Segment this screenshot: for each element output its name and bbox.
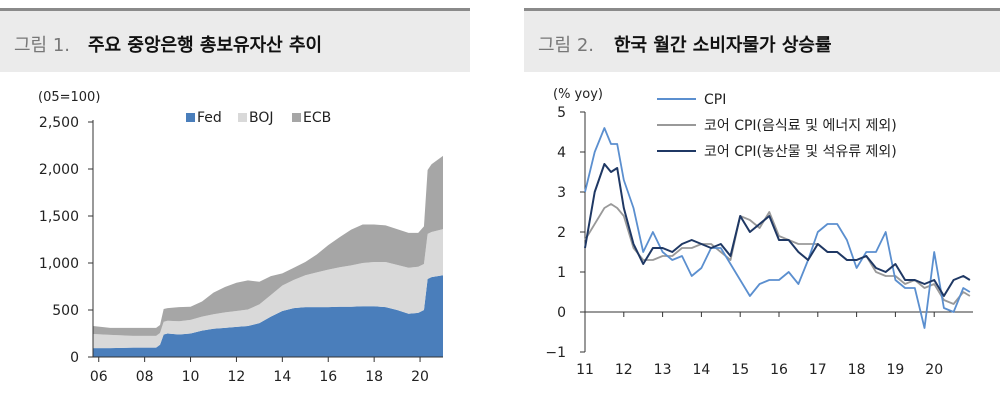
right-x-tick-label: 12 — [615, 362, 633, 378]
right-x-tick-label: 20 — [925, 362, 943, 378]
left-x-tick-label: 14 — [273, 369, 291, 385]
left-unit-label: (05=100) — [38, 90, 100, 105]
right-chart-title: 한국 월간 소비자물가 상승률 — [614, 35, 832, 56]
area-fed — [93, 275, 443, 357]
legend-label-0: CPI — [704, 92, 726, 108]
right-unit-label: (% yoy) — [553, 87, 603, 102]
legend-label-fed: Fed — [197, 110, 222, 126]
series-line-2 — [584, 163, 971, 297]
right-y-tick-label: 0 — [557, 305, 566, 321]
left-panel: 그림 1. 주요 중앙은행 총보유자산 추이 (05=100) 0 500 1,000… — [0, 0, 470, 404]
right-y-tick-label: 3 — [557, 185, 566, 201]
left-chart-title: 주요 중앙은행 총보유자산 추이 — [88, 35, 323, 56]
right-x-tick-label: 18 — [848, 362, 866, 378]
left-x-tick-label: 20 — [411, 369, 429, 385]
left-title-bar: 그림 1. 주요 중앙은행 총보유자산 추이 — [0, 8, 470, 72]
legend-swatch-ecb — [292, 113, 301, 122]
right-y-tick-label: 1 — [557, 265, 566, 281]
left-x-tick-label: 18 — [365, 369, 383, 385]
area-ecb — [93, 155, 443, 336]
legend-label-2: 코어 CPI(농산물 및 석유류 제외) — [704, 144, 897, 160]
left-x-tick-label: 12 — [228, 369, 246, 385]
left-y-tick-label: 2,000 — [39, 162, 79, 178]
left-y-tick-label: 1,000 — [39, 256, 79, 272]
legend-label-boj: BOJ — [249, 110, 274, 126]
right-x-tick-label: 17 — [809, 362, 827, 378]
right-y-tick-label: −1 — [545, 345, 566, 361]
legend-label-1: 코어 CPI(음식료 및 에너지 제외) — [704, 118, 897, 134]
left-y-tick-label: 0 — [70, 350, 79, 366]
left-y-tick-label: 2,500 — [39, 115, 79, 131]
right-x-tick-label: 11 — [576, 362, 594, 378]
right-y-tick-label: 5 — [557, 105, 566, 121]
right-panel: 그림 2. 한국 월간 소비자물가 상승률 (% yoy) −1 0 1 2 3 4 5 11 1… — [524, 0, 1000, 404]
series-line-0 — [584, 127, 971, 329]
legend-swatch-boj — [238, 113, 247, 122]
legend-label-ecb: ECB — [303, 110, 331, 126]
right-y-tick-label: 2 — [557, 225, 566, 241]
legend-swatch-fed — [186, 113, 195, 122]
left-y-tick-label: 1,500 — [39, 209, 79, 225]
right-figure-label: 그림 2. — [538, 35, 595, 56]
right-x-tick-label: 13 — [654, 362, 672, 378]
right-x-tick-label: 14 — [692, 362, 710, 378]
right-x-tick-label: 19 — [886, 362, 904, 378]
left-x-tick-label: 06 — [90, 369, 108, 385]
area-boj — [93, 229, 443, 349]
left-x-tick-label: 10 — [182, 369, 200, 385]
left-y-tick-label: 500 — [52, 303, 79, 319]
left-chart: (05=100) 0 500 1,000 1,500 2,000 2,500 06 08 10 12… — [38, 90, 443, 385]
right-title-bar: 그림 2. 한국 월간 소비자물가 상승률 — [524, 8, 1000, 72]
left-x-tick-label: 16 — [319, 369, 337, 385]
left-x-tick-label: 08 — [136, 369, 154, 385]
right-x-tick-label: 16 — [770, 362, 788, 378]
right-y-tick-label: 4 — [557, 145, 566, 161]
right-x-tick-label: 15 — [731, 362, 749, 378]
series-line-1 — [584, 203, 971, 305]
left-figure-label: 그림 1. — [14, 35, 71, 56]
